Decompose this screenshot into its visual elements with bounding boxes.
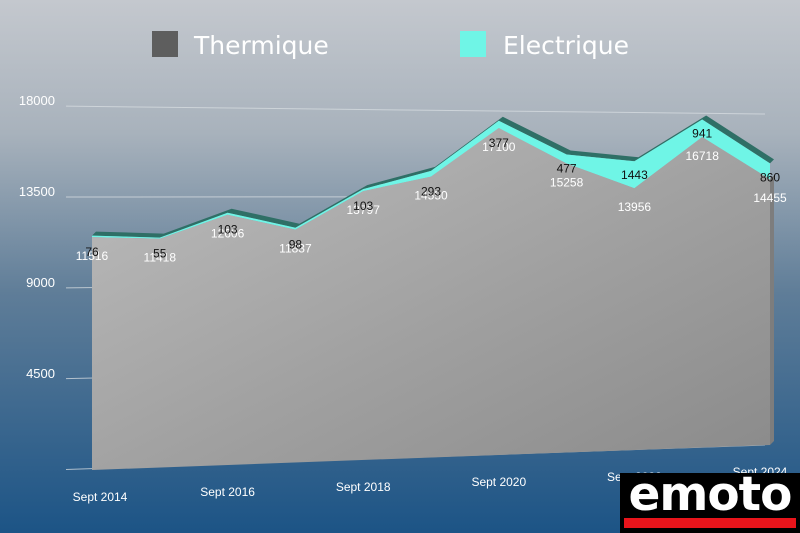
data-label-thermique: 12606 (211, 227, 245, 241)
data-label-thermique: 11837 (279, 242, 312, 256)
x-tick-label: Sept 2014 (73, 490, 128, 504)
legend: Thermique Electrique (152, 31, 629, 60)
logo-red-band (624, 518, 796, 528)
data-label-thermique: 15258 (550, 176, 584, 190)
y-tick-label: 9000 (26, 275, 55, 290)
data-label-thermique: 14550 (414, 189, 448, 203)
area-thermique (92, 128, 770, 470)
area-electrique (92, 119, 770, 239)
data-label-electrique: 477 (557, 161, 577, 175)
y-tick-label: 4500 (26, 366, 55, 381)
legend-label-thermique: Thermique (193, 31, 329, 60)
emoto-logo: emoto (620, 473, 800, 533)
data-label-electrique: 377 (489, 136, 509, 150)
area-side-face (770, 175, 774, 446)
data-label-thermique: 17100 (482, 140, 516, 154)
x-tick-label: Sept 2016 (200, 485, 255, 499)
legend-swatch-thermique (152, 31, 178, 57)
data-label-electrique: 103 (218, 223, 238, 237)
logo-text: emoto (628, 473, 793, 522)
data-label-electrique: 1443 (621, 168, 648, 182)
legend-label-electrique: Electrique (503, 31, 629, 60)
gridline (65, 105, 766, 115)
y-axis-ticks: 4500 9000 13500 18000 (19, 93, 55, 381)
data-label-thermique: 13956 (618, 200, 652, 214)
data-label-electrique: 98 (289, 238, 303, 252)
x-tick-label: Sept 2020 (471, 475, 526, 489)
data-label-electrique: 860 (760, 170, 780, 184)
data-label-thermique: 14455 (753, 191, 787, 205)
data-label-electrique: 941 (692, 127, 712, 141)
data-label-thermique: 13797 (347, 203, 381, 217)
y-tick-label: 13500 (19, 184, 55, 199)
data-label-thermique: 16718 (686, 149, 720, 163)
data-label-thermique: 11516 (76, 249, 109, 263)
x-tick-label: Sept 2018 (336, 480, 391, 494)
data-label-electrique: 76 (85, 245, 99, 259)
data-label-electrique: 55 (153, 247, 167, 261)
data-label-electrique: 103 (353, 199, 373, 213)
legend-swatch-electrique (460, 31, 486, 57)
data-label-electrique: 293 (421, 185, 441, 199)
y-tick-label: 18000 (19, 93, 55, 108)
data-label-thermique: 11418 (144, 251, 177, 265)
plot-area (92, 115, 774, 470)
